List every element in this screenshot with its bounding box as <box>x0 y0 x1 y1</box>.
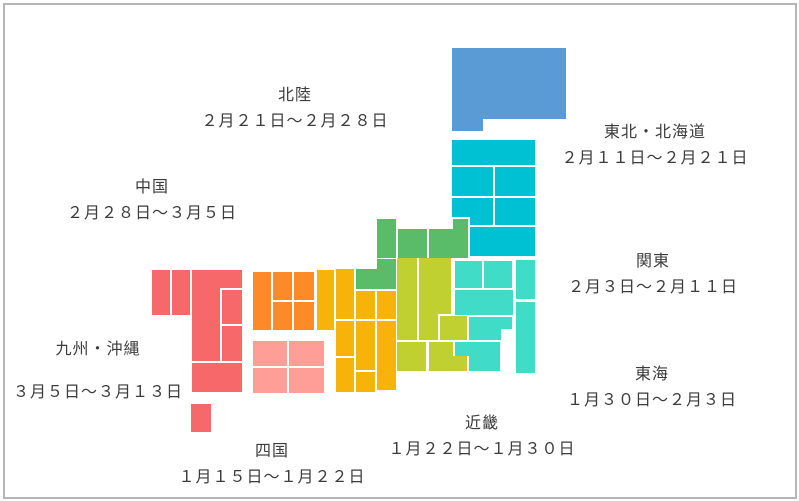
region-tile-tokai-shizuoka <box>440 316 467 340</box>
region-dates: ２月１１日～２月２１日 <box>561 148 749 167</box>
region-tile-kanto-tokyo <box>469 317 512 340</box>
region-tile-kanto-ibaraki <box>516 260 535 299</box>
region-tile-kinki-east-column <box>377 321 396 390</box>
region-tile-chugoku-okayama <box>294 302 314 330</box>
region-tile-kyushu-okinawa-nagasaki <box>172 270 190 315</box>
region-label-tokai: 東海 １月３０日～２月３日 <box>567 361 737 413</box>
region-tile-kinki-bottom-center <box>356 372 375 392</box>
region-name: 近畿 <box>464 413 500 432</box>
region-tile-chugoku-shimane <box>273 272 292 300</box>
region-tile-kinki-east-top <box>377 291 396 319</box>
region-name: 関東 <box>635 251 671 270</box>
region-tile-kanto-tochigi <box>484 261 512 288</box>
region-tile-chugoku-hiroshima <box>273 302 292 330</box>
region-name: 東北・北海道 <box>603 122 707 141</box>
region-tile-kinki-mid-left <box>336 321 354 356</box>
region-tile-chugoku-tottori <box>294 272 314 300</box>
region-label-kinki: 近畿 １月２２日～１月３０日 <box>388 410 575 462</box>
region-tile-shikoku-tokushima <box>289 368 324 393</box>
region-dates: ３月５日～３月１３日 <box>12 382 184 401</box>
region-tile-kinki-mid-center <box>356 321 375 370</box>
region-label-chugoku: 中国 ２月２８日～３月５日 <box>67 174 237 226</box>
region-tile-hokuriku-toyama <box>398 229 427 258</box>
region-tile-tokai-west-column <box>397 258 417 340</box>
region-tile-kanto-gunma <box>455 261 482 288</box>
region-label-kyushu-okinawa: 九州・沖縄 ３月５日～３月１３日 <box>13 336 183 405</box>
region-tile-kyushu-okinawa-okinawa <box>191 404 211 432</box>
region-tile-kinki-shiga <box>356 291 375 319</box>
region-tile-tohoku-hokkaido-hokkaido <box>452 48 566 131</box>
region-tile-kinki-bottom-left <box>336 358 354 392</box>
region-tile-shikoku-kagawa <box>289 341 324 366</box>
region-name: 東海 <box>634 364 670 383</box>
region-name: 九州・沖縄 <box>55 339 141 358</box>
region-tile-kanto-chiba <box>516 302 535 373</box>
region-tile-tokai-south <box>429 342 467 371</box>
region-name: 中国 <box>134 177 170 196</box>
region-tile-tokai-nagano <box>419 258 451 340</box>
region-tile-kyushu-okinawa-kagoshima <box>192 363 242 392</box>
region-tile-shikoku-ehime <box>253 341 287 366</box>
region-tile-hokuriku-niigata <box>377 219 396 258</box>
region-dates: １月１５日～１月２２日 <box>178 467 366 486</box>
region-tile-tohoku-hokkaido-akita <box>452 167 493 196</box>
region-label-kanto: 関東 ２月３日～２月１１日 <box>568 248 738 300</box>
region-tile-tohoku-hokkaido-miyagi <box>495 198 535 225</box>
region-tile-kyushu-okinawa-saga <box>152 270 170 315</box>
region-tile-kyushu-okinawa-fukuoka <box>192 270 242 361</box>
region-name: 北陸 <box>277 85 313 104</box>
region-tile-kinki-hyogo <box>317 270 334 330</box>
region-dates: １月２２日～１月３０日 <box>388 439 576 458</box>
region-tile-chugoku-yamaguchi <box>253 272 271 330</box>
region-label-tohoku-hokkaido: 東北・北海道 ２月１１日～２月２１日 <box>561 119 748 171</box>
region-label-hokuriku: 北陸 ２月２１日～２月２８日 <box>201 82 388 134</box>
region-dates: ２月２８日～３月５日 <box>66 203 238 222</box>
region-tile-kyushu-okinawa-miyazaki <box>222 326 242 361</box>
region-name: 四国 <box>254 441 290 460</box>
region-tile-kanto-saitama <box>455 290 513 315</box>
region-tile-tohoku-hokkaido-aomori <box>452 140 535 165</box>
region-tile-hokuriku-ishikawa <box>429 219 468 258</box>
region-dates: １月３０日～２月３日 <box>566 390 738 409</box>
region-label-shikoku: 四国 １月１５日～１月２２日 <box>178 438 365 490</box>
region-tile-tohoku-hokkaido-iwate <box>495 167 535 196</box>
region-tile-kinki-kyoto <box>336 269 354 319</box>
region-tile-tokai-aichi <box>397 342 426 371</box>
region-tile-shikoku-kochi <box>253 368 287 393</box>
region-dates: ２月３日～２月１１日 <box>567 277 739 296</box>
region-tile-tohoku-hokkaido-yamagata <box>452 198 493 225</box>
region-tile-kyushu-okinawa-oita <box>222 290 242 324</box>
region-tile-kanto-kanagawa <box>455 342 500 371</box>
region-tile-tohoku-hokkaido-fukushima <box>470 227 535 256</box>
region-dates: ２月２１日～２月２８日 <box>201 111 389 130</box>
region-tile-hokuriku-fukui <box>356 259 396 289</box>
